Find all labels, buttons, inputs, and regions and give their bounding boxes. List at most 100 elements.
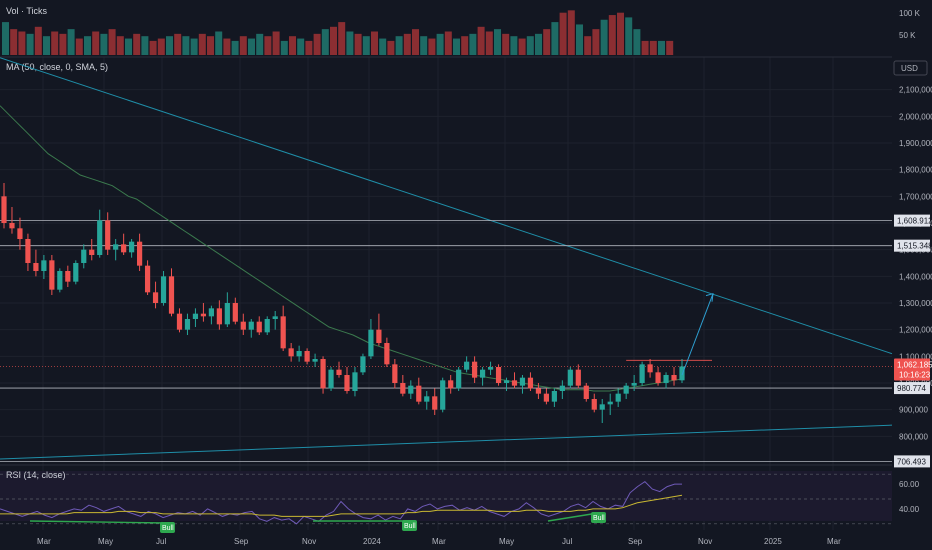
candle-body (160, 276, 167, 303)
vol-tick-100k: 100 K (899, 9, 921, 18)
candle-body (511, 380, 518, 386)
candle-body (376, 329, 382, 343)
volume-bar (346, 31, 354, 55)
candle-body (416, 385, 422, 402)
rsi-pane[interactable]: RSI (14, close) Bull Bull Bull 60.00 40.00 (0, 470, 920, 533)
time-tick-label: 2025 (764, 537, 782, 546)
volume-bar (223, 38, 231, 55)
volume-bar (108, 29, 116, 55)
volume-bar (444, 31, 452, 55)
volume-bar (198, 33, 206, 55)
price-tick-label: 2,100,000 (899, 86, 932, 95)
volume-bar (264, 36, 272, 55)
volume-bar (592, 29, 600, 55)
price-tick-label: 900,000 (899, 406, 928, 415)
candle-body (176, 313, 183, 330)
volume-bar (125, 38, 132, 55)
rsi-tick-60: 60.00 (899, 480, 920, 489)
price-tick-label: 1,900,000 (899, 139, 932, 148)
volume-bar (403, 33, 411, 55)
price-tick-label: 1,100,000 (899, 352, 932, 361)
price-axis[interactable]: 2,100,000 2,000,000 1,900,000 1,800,000 1,70… (894, 86, 932, 468)
volume-bar (649, 40, 657, 55)
candle-body (184, 319, 191, 330)
price-tick-label: 1,200,000 (899, 326, 932, 335)
volume-bar (305, 40, 313, 55)
volume-bar (518, 38, 526, 55)
volume-bar (182, 36, 190, 55)
volume-bar (248, 38, 255, 55)
candle-body (440, 380, 446, 410)
price-tick-label: 1,400,000 (899, 272, 932, 281)
volume-pane[interactable]: Vol · Ticks 100 K 50 K (2, 6, 921, 56)
divergence-line (29, 520, 168, 524)
volume-bar (567, 10, 575, 56)
volume-bar (84, 36, 91, 55)
candle-body (607, 401, 613, 405)
rsi-tick-40: 40.00 (899, 505, 920, 514)
bull-marker-label: Bull (593, 515, 605, 522)
volume-bar (395, 36, 403, 55)
currency-label: USD (901, 64, 918, 73)
volume-bar (59, 33, 67, 55)
volume-bar (658, 40, 665, 55)
candle-body (368, 329, 374, 357)
currency-badge[interactable] (893, 60, 928, 76)
candle-body (137, 241, 143, 266)
volume-bar (2, 22, 9, 56)
level-price-label: 706.493 (897, 457, 926, 466)
volume-bar (26, 33, 34, 55)
time-axis[interactable]: Mar May Jul Sep Nov 2024 Mar May Jul Sep Nov 2025 Ma… (37, 537, 841, 546)
volume-bar (10, 29, 18, 55)
candle-body (144, 265, 151, 293)
rsi-band (0, 471, 892, 521)
trend-lines (0, 57, 893, 460)
candle-body (256, 321, 262, 333)
level-price-label: 980.774 (897, 384, 926, 393)
candle-body (264, 319, 270, 333)
bull-marker (160, 522, 175, 533)
divergence-line (547, 512, 599, 522)
price-tick-label: 1,700,000 (899, 192, 932, 201)
candle-body (392, 364, 398, 383)
candle-body (424, 396, 430, 402)
candle-body (240, 321, 246, 330)
candle-body (105, 220, 111, 250)
candle-body (639, 364, 645, 383)
candle-body (328, 369, 334, 389)
price-tick-label: 2,000,000 (899, 112, 932, 121)
candle-body (527, 377, 534, 389)
candle-body (65, 271, 71, 282)
candle-body (208, 308, 214, 317)
candle-body (33, 263, 39, 271)
candle-body (97, 220, 103, 255)
candle-body (456, 369, 462, 389)
price-tick-label: 1,300,000 (899, 299, 932, 308)
candle-body (232, 303, 238, 322)
volume-bar (354, 33, 362, 55)
candle-body (679, 366, 685, 381)
price-tick-label: 1,800,000 (899, 166, 932, 175)
price-pane[interactable]: MA (50, close, 0, SMA, 5) 2,100,000 2,000… (0, 57, 932, 468)
bull-markers: Bull Bull Bull (29, 512, 606, 533)
candle-body (224, 303, 230, 325)
candle-body (41, 260, 47, 271)
time-tick-label: Nov (302, 537, 316, 546)
arrow-shaft (681, 293, 714, 376)
candle-body (551, 391, 557, 402)
candle-body (615, 393, 621, 402)
candle-body (49, 260, 55, 290)
volume-bar (584, 36, 592, 55)
candle-body (432, 396, 438, 410)
candle-body (503, 380, 510, 383)
candle-body (344, 375, 350, 391)
candle-body (655, 372, 661, 383)
candle-body (272, 316, 278, 319)
volume-bar (34, 26, 42, 55)
candle-body (448, 380, 454, 389)
volume-bar (289, 36, 296, 55)
volume-bar (18, 31, 26, 55)
candle-body (73, 263, 79, 282)
